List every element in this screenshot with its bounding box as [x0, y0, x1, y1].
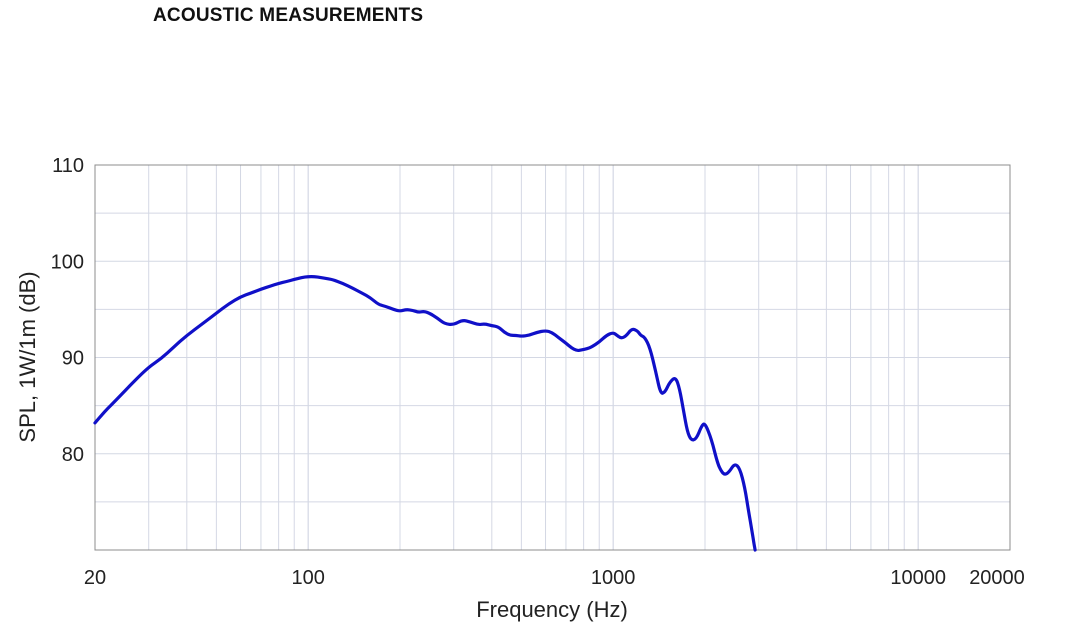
- spl-response-line: [93, 275, 757, 552]
- x-tick-label: 10000: [890, 567, 946, 589]
- chart-grid: [95, 165, 1010, 550]
- y-axis-ticks: 80 90 100 110: [51, 155, 84, 466]
- y-tick-label: 90: [62, 348, 84, 370]
- x-tick-label: 1000: [591, 567, 636, 589]
- y-tick-label: 110: [52, 155, 84, 177]
- plot-frame: [94, 164, 1011, 551]
- x-axis-label: Frequency (Hz): [476, 597, 628, 622]
- y-tick-label: 100: [51, 251, 84, 273]
- x-tick-label: 20000: [969, 567, 1025, 589]
- x-axis-ticks: 20 100 1000 10000 20000: [84, 567, 1025, 589]
- y-axis-label: SPL, 1W/1m (dB): [15, 271, 40, 442]
- x-tick-label: 100: [291, 567, 324, 589]
- x-tick-label: 20: [84, 567, 106, 589]
- page-title: ACOUSTIC MEASUREMENTS: [153, 5, 424, 26]
- y-tick-label: 80: [62, 444, 84, 466]
